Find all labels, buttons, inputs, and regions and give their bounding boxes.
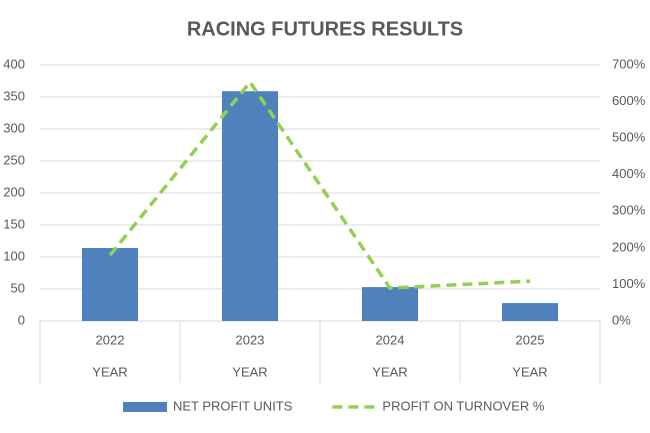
y-tick-label: 100 (3, 248, 25, 263)
y2-tick-label: 600% (612, 93, 646, 108)
y-tick-label: 0 (18, 312, 25, 327)
y2-tick-label: 500% (612, 130, 646, 145)
bar (502, 303, 558, 321)
y2-tick-label: 100% (612, 276, 646, 291)
x-tick-label: 2025 (516, 332, 545, 347)
x-group-label: YEAR (512, 364, 547, 379)
y2-tick-label: 700% (612, 56, 646, 71)
y-tick-label: 300 (3, 120, 25, 135)
legend-label: PROFIT ON TURNOVER % (382, 398, 544, 413)
legend-swatch (123, 402, 167, 412)
x-tick-label: 2022 (96, 332, 125, 347)
y2-tick-label: 400% (612, 166, 646, 181)
y-tick-label: 250 (3, 152, 25, 167)
bar (362, 287, 418, 321)
y-tick-label: 50 (11, 280, 25, 295)
x-tick-label: 2024 (376, 332, 405, 347)
y-tick-label: 350 (3, 88, 25, 103)
bar (82, 248, 138, 321)
x-group-label: YEAR (232, 364, 267, 379)
y2-tick-label: 0% (612, 312, 631, 327)
y-tick-label: 200 (3, 184, 25, 199)
y2-tick-label: 200% (612, 239, 646, 254)
x-group-label: YEAR (372, 364, 407, 379)
legend-label: NET PROFIT UNITS (173, 398, 293, 413)
y2-tick-label: 300% (612, 203, 646, 218)
x-group-label: YEAR (92, 364, 127, 379)
y-tick-label: 150 (3, 216, 25, 231)
bar (222, 91, 278, 322)
x-tick-label: 2023 (236, 332, 265, 347)
y-tick-label: 400 (3, 56, 25, 71)
chart-title: RACING FUTURES RESULTS (187, 18, 463, 40)
